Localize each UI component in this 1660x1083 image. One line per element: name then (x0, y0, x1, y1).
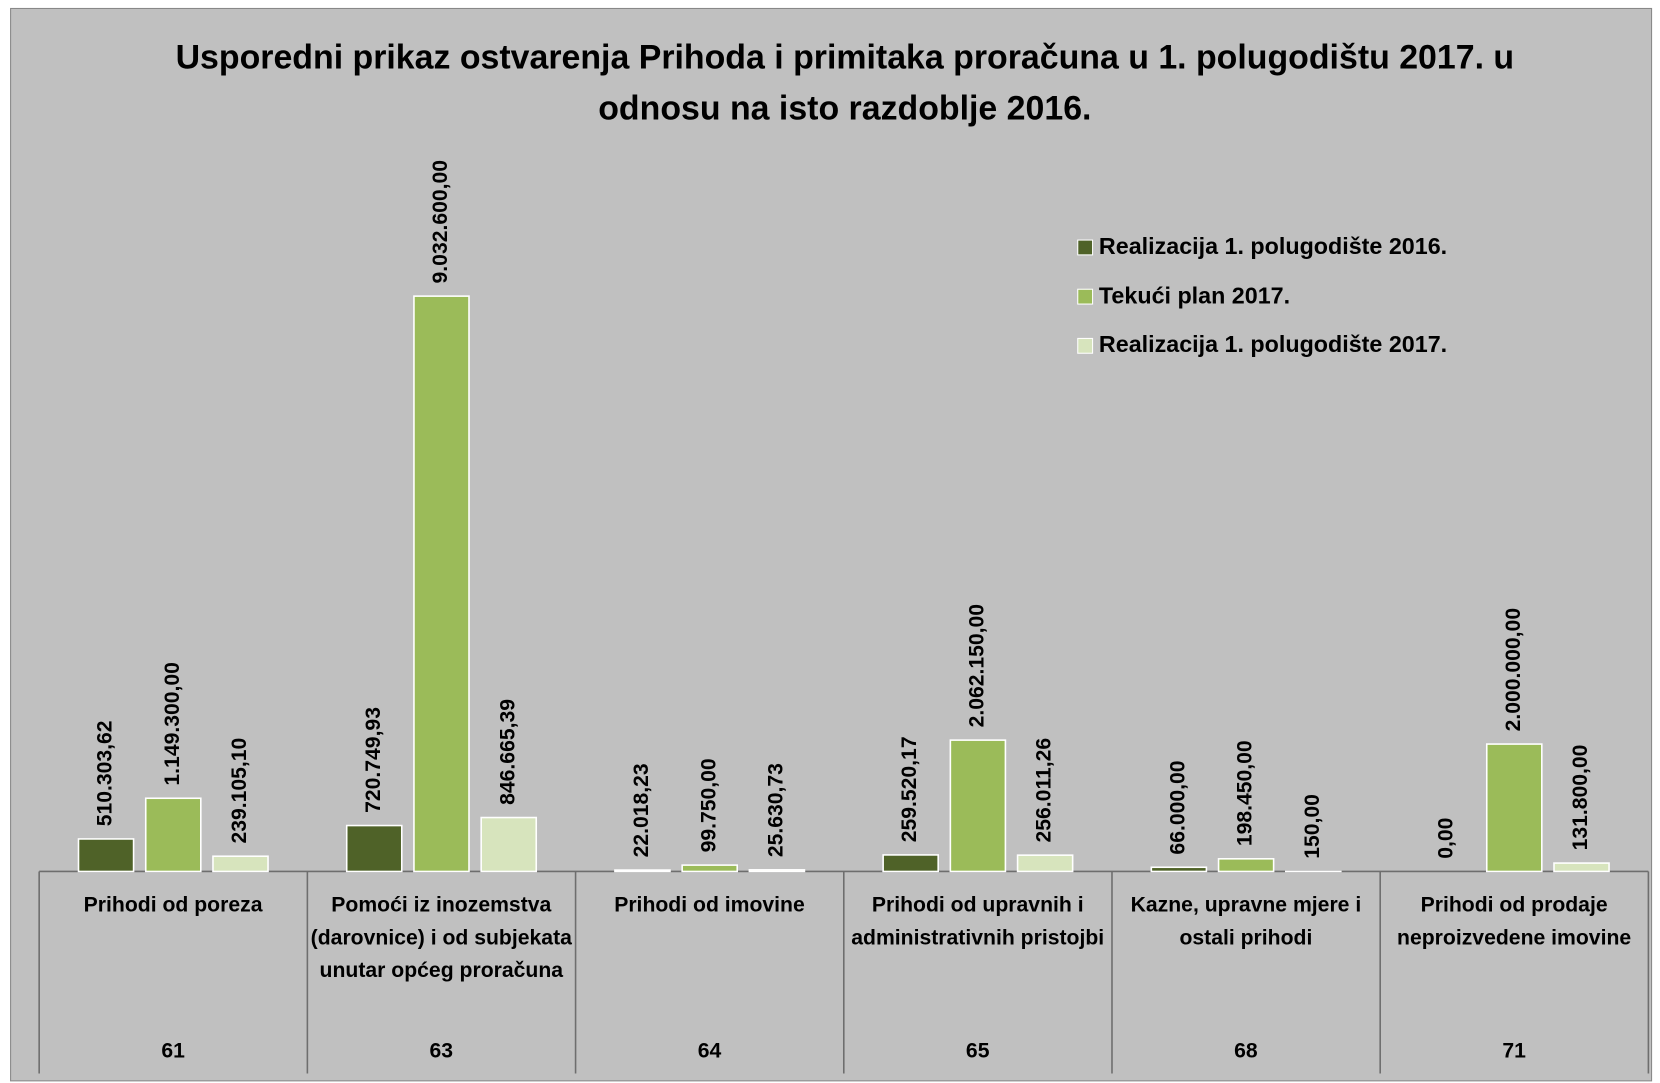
value-label: 0,00 (1435, 818, 1458, 859)
value-label: 846.665,39 (496, 699, 519, 805)
bar (681, 864, 739, 873)
value-label: 22.018,23 (630, 763, 653, 857)
category-code: 71 (1502, 1039, 1526, 1063)
legend-swatch (1077, 337, 1094, 354)
value-label: 259.520,17 (898, 736, 921, 842)
bar (212, 855, 269, 873)
bar (144, 797, 202, 873)
value-label: 99.750,00 (697, 758, 720, 852)
x-tick-label: Prihodi od poreza (83, 893, 263, 917)
category-code: 63 (429, 1039, 454, 1063)
x-tick-label: Pomoći iz inozemstva (darovnice) i od su… (310, 893, 572, 983)
bar (1217, 858, 1275, 873)
legend-swatch (1077, 288, 1094, 305)
value-label: 510.303,62 (94, 720, 117, 826)
legend-label: Tekući plan 2017. (1098, 281, 1291, 309)
x-tick-label: Kazne, upravne mjere i ostali prihodi (1130, 893, 1362, 950)
bar (1016, 854, 1074, 873)
bar (614, 869, 671, 873)
x-tick-label: Prihodi od prodaje neproizvedene imovine (1397, 893, 1632, 950)
value-label: 25.630,73 (764, 763, 787, 857)
value-label: 720.749,93 (362, 707, 385, 813)
bar (1553, 862, 1610, 873)
category-code: 64 (697, 1039, 722, 1063)
bar (1485, 743, 1543, 873)
legend-swatch (1077, 239, 1094, 256)
category-code: 65 (965, 1039, 990, 1063)
value-label: 9.032.600,00 (429, 160, 452, 283)
bar (413, 295, 470, 873)
value-label: 198.450,00 (1234, 740, 1257, 846)
chart-title: Usporedni prikaz ostvarenja Prihoda i pr… (175, 38, 1515, 127)
value-label: 2.000.000,00 (1502, 608, 1525, 731)
bar (345, 824, 403, 873)
background (10, 7, 1653, 1082)
category-code: 68 (1234, 1039, 1258, 1063)
bar (882, 854, 939, 873)
bar (748, 869, 806, 873)
category-code: 61 (161, 1039, 185, 1063)
value-label: 1.149.300,00 (161, 662, 184, 785)
bar (480, 816, 538, 873)
x-tick-label: Prihodi od upravnih i administrativnih p… (851, 893, 1105, 950)
value-label: 256.011,26 (1033, 738, 1056, 843)
value-label: 239.105,10 (228, 738, 251, 844)
bar (949, 739, 1007, 873)
x-tick-label: Prihodi od imovine (614, 893, 805, 917)
bar (77, 838, 135, 873)
value-label: 2.062.150,00 (965, 604, 988, 727)
legend-label: Realizacija 1. polugodište 2016. (1098, 232, 1448, 260)
value-label: 150,00 (1301, 794, 1324, 859)
bar (1150, 866, 1208, 873)
value-label: 131.800,00 (1569, 745, 1592, 851)
legend-label: Realizacija 1. polugodište 2017. (1098, 331, 1448, 358)
value-label: 66.000,00 (1166, 760, 1189, 854)
